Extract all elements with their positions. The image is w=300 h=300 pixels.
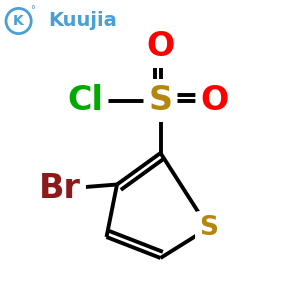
Text: O: O xyxy=(146,30,175,63)
Text: S: S xyxy=(148,84,172,117)
Text: S: S xyxy=(199,215,218,241)
Text: °: ° xyxy=(30,4,34,15)
Text: Br: Br xyxy=(39,172,81,206)
Text: K: K xyxy=(13,14,24,28)
Text: O: O xyxy=(200,84,229,117)
Text: O: O xyxy=(146,30,175,63)
Text: Cl: Cl xyxy=(68,84,104,117)
Text: Cl: Cl xyxy=(68,84,104,117)
Text: S: S xyxy=(199,215,218,241)
Text: Br: Br xyxy=(39,172,81,206)
Text: O: O xyxy=(200,84,229,117)
Text: S: S xyxy=(148,84,172,117)
Text: Kuujia: Kuujia xyxy=(48,11,117,31)
